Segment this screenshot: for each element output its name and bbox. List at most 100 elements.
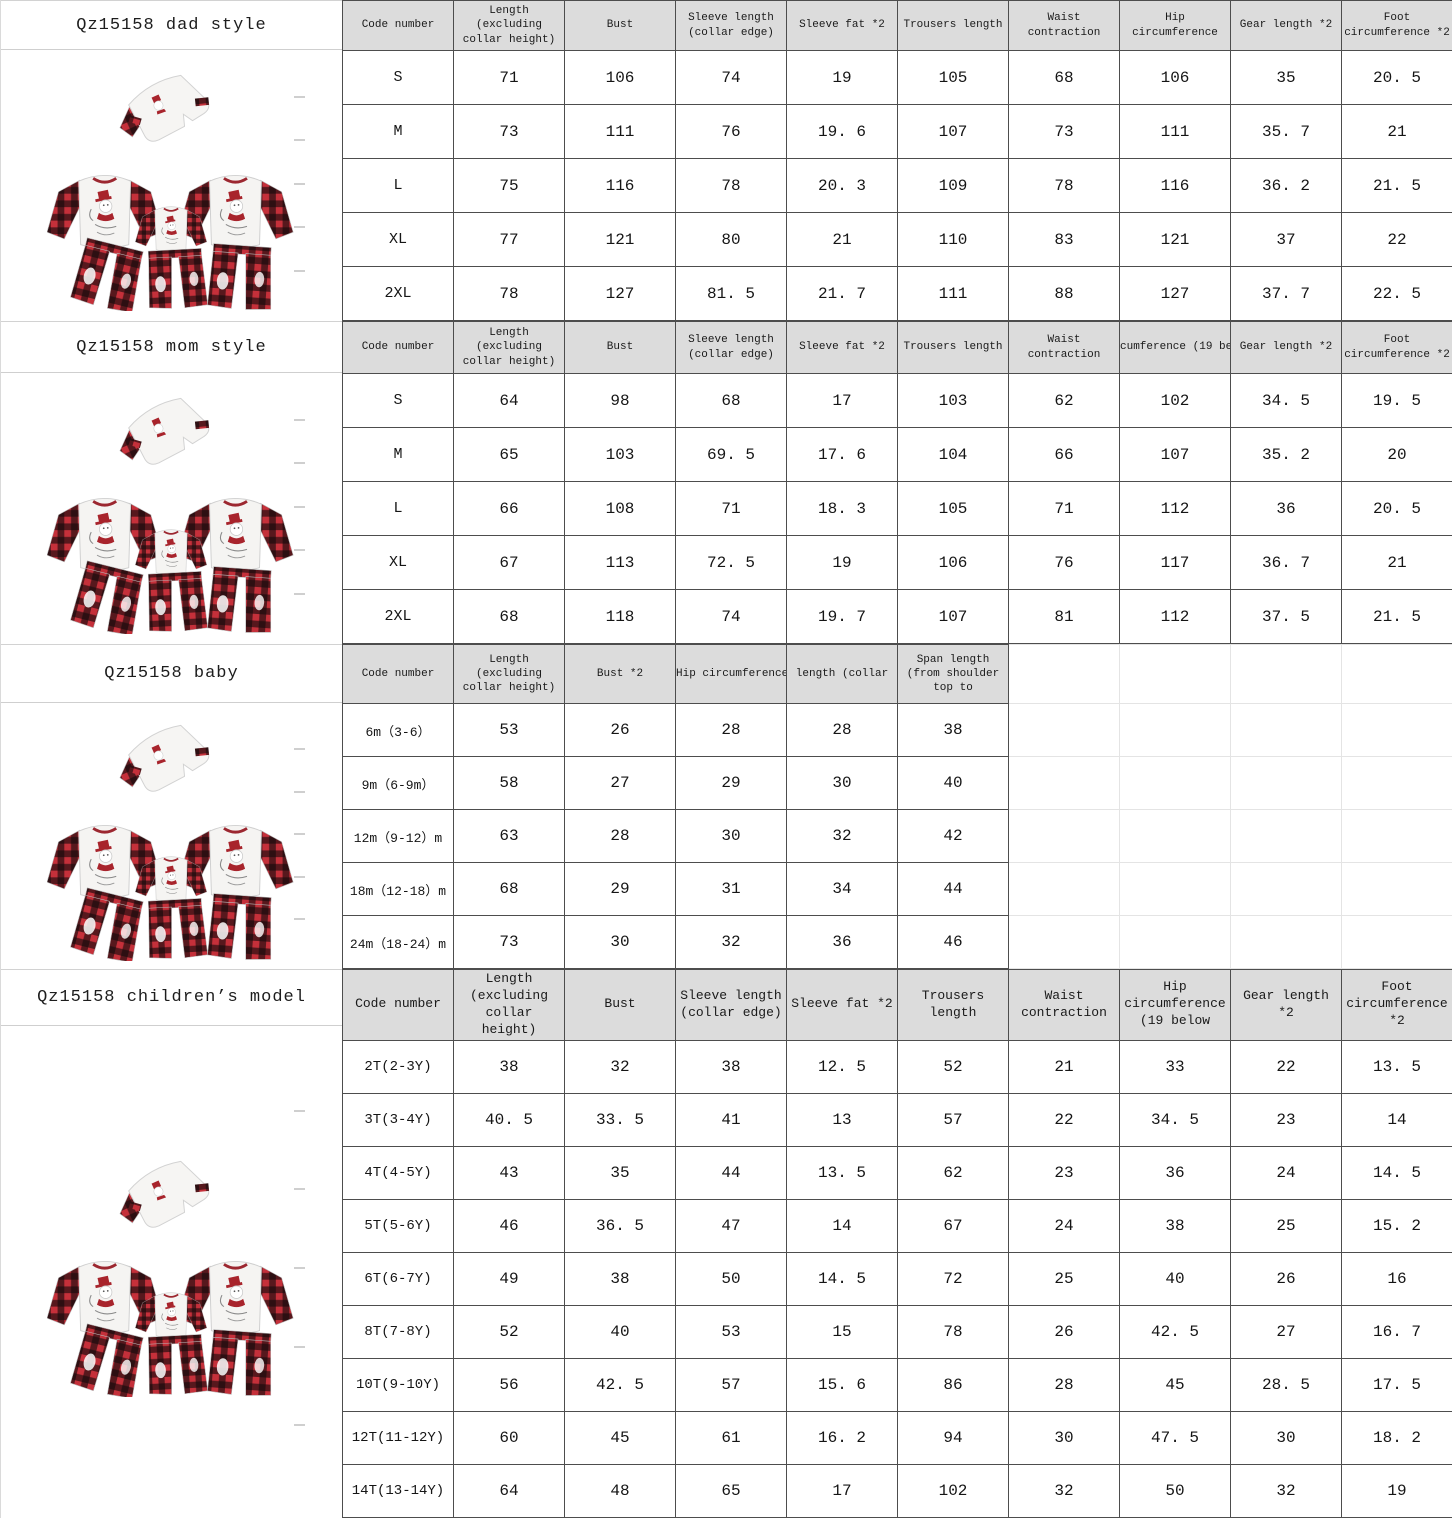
measurement-cell: 21. 5 [1342,159,1452,213]
measurement-cell: 86 [898,1358,1009,1411]
ruler-dash [294,226,305,228]
measurement-cell: 42. 5 [565,1358,676,1411]
measurement-cell: 71 [1009,482,1120,536]
measurement-cell: 48 [565,1464,676,1517]
measurement-cell: 44 [898,863,1009,916]
measurement-cell: 32 [1231,1464,1342,1517]
measurement-cell: 32 [1009,1464,1120,1517]
measurement-cell: 83 [1009,213,1120,267]
column-header: Code number [343,970,454,1041]
pajama-set-illustration [47,61,297,311]
measurement-cell: 31 [676,863,787,916]
column-header: Gear length *2 [1231,322,1342,374]
measurement-cell: 20. 3 [787,159,898,213]
column-header: Hip circumference [676,645,787,704]
measurement-cell: 18. 2 [1342,1411,1452,1464]
measurement-cell: 66 [454,482,565,536]
column-header: Foot circumference *2 [1342,322,1452,374]
measurement-cell: 25 [1009,1252,1120,1305]
measurement-cell: 109 [898,159,1009,213]
measurement-cell: 76 [676,105,787,159]
measurement-cell: 19. 7 [787,590,898,644]
measurement-cell: 68 [454,590,565,644]
measurement-cell: 57 [898,1093,1009,1146]
column-header: Foot circumference *2 [1342,970,1452,1041]
product-image [1,1026,342,1518]
measurement-cell: 38 [898,704,1009,757]
measurement-cell: 52 [898,1040,1009,1093]
measurement-cell: 106 [1120,51,1231,105]
measurement-cell: 27 [565,757,676,810]
measurement-cell: 66 [1009,428,1120,482]
empty-cell [1120,810,1231,863]
measurement-cell: 105 [898,51,1009,105]
column-header: Waist contraction [1009,322,1120,374]
measurement-cell: 16. 2 [787,1411,898,1464]
measurement-cell: 107 [898,105,1009,159]
column-header: Sleeve fat *2 [787,322,898,374]
column-header: Span length (from shoulder top to [898,645,1009,704]
empty-cell [1342,810,1452,863]
measurement-cell: 22. 5 [1342,267,1452,321]
empty-cell [1231,810,1342,863]
size-code-cell: M [343,105,454,159]
measurement-cell: 60 [454,1411,565,1464]
measurement-cell: 30 [565,916,676,969]
measurement-cell: 28 [676,704,787,757]
measurement-cell: 68 [1009,51,1120,105]
measurement-cell: 44 [676,1146,787,1199]
measurement-cell: 43 [454,1146,565,1199]
measurement-cell: 37 [1231,213,1342,267]
measurement-cell: 26 [1231,1252,1342,1305]
measurement-cell: 67 [454,536,565,590]
measurement-cell: 71 [676,482,787,536]
measurement-cell: 15 [787,1305,898,1358]
left-panel-children: Qz15158 children’s model [0,969,342,1518]
measurement-cell: 118 [565,590,676,644]
empty-cell [1009,916,1120,969]
measurement-cell: 15. 2 [1342,1199,1452,1252]
empty-cell [1009,704,1120,757]
section-title: Qz15158 dad style [1,0,342,50]
measurement-cell: 121 [565,213,676,267]
column-header: Sleeve fat *2 [787,970,898,1041]
column-header: Waist contraction [1009,970,1120,1041]
column-header: Gear length *2 [1231,970,1342,1041]
size-code-cell: L [343,482,454,536]
ruler-dash [294,270,305,272]
measurement-cell: 36. 2 [1231,159,1342,213]
measurement-cell: 94 [898,1411,1009,1464]
measurement-cell: 19. 5 [1342,374,1452,428]
measurement-cell: 45 [1120,1358,1231,1411]
measurement-cell: 127 [1120,267,1231,321]
measurement-cell: 113 [565,536,676,590]
measurement-cell: 111 [898,267,1009,321]
measurement-cell: 72. 5 [676,536,787,590]
measurement-cell: 56 [454,1358,565,1411]
ruler-dash [294,96,305,98]
measurement-cell: 49 [454,1252,565,1305]
measurement-cell: 30 [1009,1411,1120,1464]
ruler-dash [294,748,305,750]
measurement-cell: 35. 2 [1231,428,1342,482]
size-code-cell: 6m（3-6） [343,704,454,757]
ruler-dash [294,1267,305,1269]
measurement-cell: 67 [898,1199,1009,1252]
empty-cell [1231,863,1342,916]
measurement-cell: 77 [454,213,565,267]
size-code-cell: 4T(4-5Y) [343,1146,454,1199]
column-header: Sleeve length (collar edge) [676,970,787,1041]
measurement-cell: 73 [454,105,565,159]
measurement-cell: 21 [1342,105,1452,159]
measurement-cell: 38 [565,1252,676,1305]
measurement-cell: 14 [787,1199,898,1252]
measurement-cell: 19 [787,51,898,105]
